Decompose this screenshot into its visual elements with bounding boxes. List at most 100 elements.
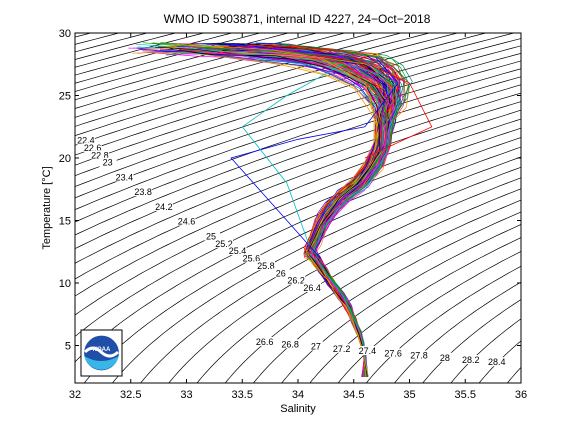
profile-line-101 [172,51,379,377]
profile-line-87 [182,46,381,377]
profile-line-73 [187,47,378,377]
x-tick-label-0: 32 [69,389,81,401]
contour-label-bg-23 [287,275,306,285]
contour-label-bg-29 [358,346,377,355]
contour-label-bg-19 [228,246,247,256]
contour-label-bg-15 [154,201,173,211]
contour-label-22: 26 [276,268,286,278]
profile-line-77 [173,47,378,377]
profile-line-57 [224,44,385,377]
contour-line-47 [478,340,521,383]
contour-label-15: 24.2 [155,202,173,212]
contour-line-34 [111,156,521,383]
contour-label-24: 26.4 [303,283,321,293]
contour-label-bg-25 [255,337,274,346]
x-tick-label-7: 35.5 [455,389,476,401]
profile-line-22 [179,45,384,377]
x-tick-label-2: 33 [180,389,192,401]
y-axis-ticks: 5 10 15 20 25 30 [59,28,521,353]
profile-line-17 [217,42,389,377]
contour-line-19 [75,33,516,166]
x-tick-label-1: 32.5 [120,389,141,401]
contour-label-28: 27.2 [333,344,351,354]
contour-line-38 [224,199,521,383]
contour-label-9: 22.4 [77,136,95,146]
y-axis-label: Temperature [°C] [41,166,53,249]
contour-line-43 [365,265,521,383]
contour-line-11 [75,33,290,92]
contour-line-8 [75,33,206,68]
contour-line-0 [0,21,27,390]
contour-label-bg-10 [83,142,102,152]
contour-line-15 [75,33,403,127]
profile-line-33 [225,52,388,377]
contour-line-37 [196,188,521,383]
profile-line-139 [171,44,380,377]
profile-line-119 [176,48,379,377]
x-tick-label-8: 36 [515,389,527,401]
contour-label-bg-27 [306,341,325,351]
contour-label-33: 28.2 [462,355,480,365]
contour-line-46 [450,318,521,383]
contour-label-16: 24.6 [178,217,196,227]
contour-line-33 [83,146,521,383]
contour-line-48 [506,366,521,383]
contour-label-11: 22.8 [91,150,109,160]
y-tick-label-2: 15 [59,216,71,228]
contour-label-13: 23.4 [116,172,134,182]
contour-line-27 [75,92,521,264]
profile-line-134 [152,42,388,377]
contour-label-30: 27.6 [384,348,402,358]
contour-line-50 [559,21,576,390]
contour-label-31: 27.8 [410,351,428,361]
contour-line-28 [75,101,521,280]
x-tick-label-5: 34.5 [343,389,364,401]
svg-text:NOAA: NOAA [93,347,111,353]
profile-line-41 [236,48,397,377]
y-tick-label-0: 5 [65,341,71,353]
contour-line-42 [337,251,521,383]
y-tick-label-1: 10 [59,278,71,290]
contour-label-bg-32 [435,352,454,362]
contour-label-bg-24 [303,283,322,292]
profile-lines [128,42,433,377]
contour-label-bg-30 [384,348,403,358]
contour-label-27: 27 [311,342,321,352]
contour-line-31 [75,127,521,337]
profile-line-51 [128,47,380,377]
isopycnal-contours [0,21,576,390]
contour-line-40 [281,224,521,383]
contour-line-18 [75,33,488,156]
contour-label-bg-31 [410,350,428,360]
contour-line-23 [75,60,521,211]
contour-label-bg-14 [134,187,153,197]
contour-label-bg-20 [242,253,261,263]
profile-line-89 [223,51,387,377]
profile-line-40 [220,46,391,377]
profile-line-52 [137,46,386,377]
contour-label-29: 27.4 [359,346,377,356]
contour-label-17: 25 [206,231,216,241]
contour-label-bg-13 [115,172,134,182]
x-tick-label-6: 35 [403,389,415,401]
profile-line-48 [189,46,392,377]
contour-line-44 [394,281,521,383]
contour-label-23: 26.2 [287,276,305,286]
profile-line-85 [235,50,393,377]
profile-line-88 [239,45,389,377]
profile-line-94 [139,49,381,377]
plot-frame [74,32,522,384]
profile-line-132 [159,50,379,377]
contour-line-14 [75,33,375,118]
profile-line-66 [215,45,396,377]
contour-label-14: 23.8 [134,187,152,197]
contour-label-26: 26.8 [281,339,299,349]
contour-line-30 [75,118,521,316]
contour-label-32: 28 [440,353,450,363]
contour-label-18: 25.2 [215,239,233,249]
contour-label-bg-21 [256,260,275,270]
profile-line-123 [178,51,393,377]
profile-line-38 [142,42,379,377]
contour-label-21: 25.8 [257,261,275,271]
